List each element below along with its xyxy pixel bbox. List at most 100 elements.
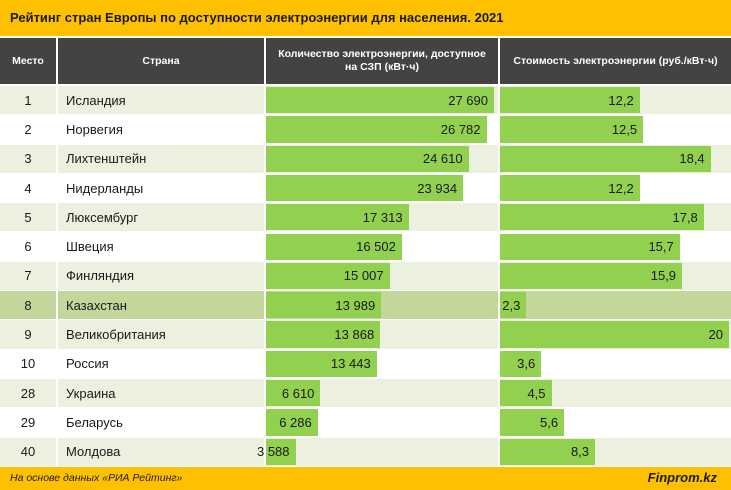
source-note: На основе данных «РИА Рейтинг»	[10, 472, 183, 484]
price-bar	[500, 350, 542, 377]
price-value-label: 12,5	[611, 121, 638, 137]
price-bar	[500, 204, 704, 231]
price-value-label: 15,7	[648, 239, 674, 255]
row-place: 8	[24, 297, 32, 313]
brand-logo-text: Finprom.kz	[647, 470, 717, 485]
table-cell-bg	[58, 349, 264, 378]
row-place: 5	[24, 209, 32, 225]
kwh-value-label: 24 610	[422, 151, 463, 167]
row-country: Швеция	[66, 239, 114, 255]
kwh-bar	[266, 145, 469, 172]
row-country: Беларусь	[66, 414, 123, 430]
row-country: Нидерланды	[66, 180, 144, 196]
kwh-bar	[266, 321, 381, 348]
price-value-label: 8,3	[570, 444, 590, 460]
kwh-bar	[266, 116, 487, 143]
row-place: 9	[24, 327, 32, 343]
table-cell-bg	[0, 115, 56, 144]
row-place: 10	[20, 356, 36, 372]
header-country: Страна	[58, 38, 264, 84]
kwh-bar	[266, 292, 382, 319]
price-value-label: 20	[708, 327, 723, 343]
row-country: Норвегия	[66, 121, 123, 137]
kwh-bar	[266, 438, 296, 465]
table-cell-bg	[0, 291, 56, 320]
kwh-value-label: 16 502	[356, 239, 396, 255]
row-country: Великобритания	[66, 327, 166, 343]
kwh-bar	[266, 233, 402, 260]
table-cell-bg	[0, 261, 56, 291]
row-place: 2	[24, 121, 32, 137]
row-country: Молдова	[66, 444, 121, 460]
price-bar	[500, 321, 729, 348]
table-cell-bg	[0, 437, 56, 466]
table-cell-bg	[266, 437, 498, 466]
table-cell-bg	[0, 379, 56, 408]
row-place: 4	[24, 180, 32, 196]
kwh-value-label: 6 610	[281, 385, 315, 401]
row-place: 28	[20, 385, 36, 401]
row-place: 1	[24, 92, 32, 108]
kwh-bar	[266, 409, 318, 436]
header-price: Стоимость электроэнергии (руб./кВт·ч)	[500, 38, 731, 84]
footer-bar: На основе данных «РИА Рейтинг» Finprom.k…	[0, 467, 731, 490]
row-country: Лихтенштейн	[66, 151, 147, 167]
price-value-label: 5,6	[540, 414, 559, 430]
table-cell-bg	[58, 379, 264, 408]
kwh-value-label: 17 313	[362, 209, 403, 225]
price-value-label: 18,4	[679, 151, 705, 167]
header-place: Место	[0, 38, 56, 84]
kwh-bar	[266, 87, 494, 114]
price-bar	[500, 145, 711, 172]
table-cell-bg	[58, 232, 264, 261]
row-country: Россия	[66, 356, 109, 372]
price-value-label: 12,2	[608, 180, 634, 196]
header-kwh: Количество электроэнергии, доступное на …	[266, 38, 498, 84]
price-value-label: 17,8	[672, 209, 698, 225]
table-cell-bg	[58, 320, 264, 349]
price-bar	[500, 233, 680, 260]
kwh-value-label: 15 007	[343, 268, 384, 284]
table-cell-bg	[58, 115, 264, 144]
table-cell-bg	[0, 232, 56, 261]
table-cell-bg	[58, 203, 264, 232]
table-cell-bg	[58, 86, 264, 115]
kwh-value-label: 6 286	[279, 414, 312, 430]
price-value-label: 12,2	[608, 92, 634, 108]
table-cell-bg	[0, 349, 56, 378]
chart-title: Рейтинг стран Европы по доступности элек…	[10, 10, 504, 25]
price-bar	[500, 262, 683, 290]
price-bar	[500, 87, 640, 114]
table-cell-bg	[0, 86, 56, 115]
price-bar	[500, 292, 527, 319]
table-cell-bg	[0, 320, 56, 349]
table-cell-bg	[58, 408, 264, 437]
title-bar: Рейтинг стран Европы по доступности элек…	[0, 0, 731, 36]
table-cell-bg	[0, 173, 56, 203]
price-value-label: 4,5	[527, 385, 546, 401]
price-value-label: 2,3	[502, 297, 521, 313]
price-bar	[500, 438, 596, 465]
table-cell-bg	[500, 291, 731, 320]
row-place: 40	[20, 444, 36, 460]
kwh-value-label: 23 934	[417, 180, 458, 196]
row-country: Казахстан	[66, 297, 127, 313]
row-place: 29	[20, 414, 36, 430]
kwh-bar	[266, 204, 409, 231]
price-value-label: 3,6	[517, 356, 536, 372]
kwh-bar	[266, 174, 464, 202]
kwh-value-label: 3 588	[256, 444, 290, 460]
row-place: 6	[24, 239, 32, 255]
table-cell-bg	[0, 408, 56, 437]
row-country: Украина	[66, 385, 116, 401]
row-country: Люксембург	[66, 209, 139, 225]
kwh-value-label: 13 868	[334, 327, 375, 343]
price-bar	[500, 380, 552, 407]
kwh-bar	[266, 350, 377, 377]
kwh-value-label: 13 443	[330, 356, 371, 372]
kwh-value-label: 13 989	[335, 297, 376, 313]
price-bar	[500, 174, 640, 202]
kwh-value-label: 27 690	[448, 92, 488, 108]
table-cell-bg	[58, 144, 264, 173]
